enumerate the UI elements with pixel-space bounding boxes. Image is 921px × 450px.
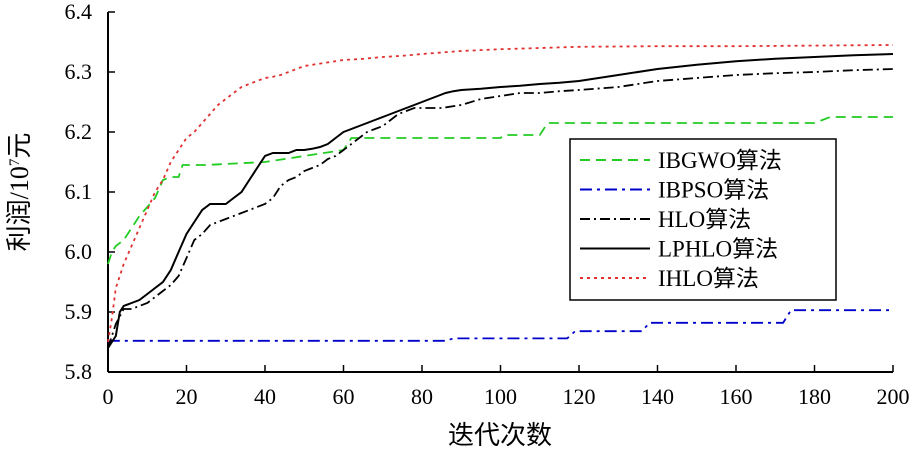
legend-label-1: IBPSO算法 (658, 178, 769, 203)
x-tick-label: 40 (254, 384, 276, 409)
y-tick-label: 5.9 (65, 299, 93, 324)
legend-label-4: IHLO算法 (658, 266, 759, 291)
x-tick-label: 120 (563, 384, 596, 409)
series-line-1 (107, 309, 893, 343)
y-tick-label: 6.0 (65, 239, 93, 264)
x-tick-label: 60 (333, 384, 355, 409)
legend-label-3: LPHLO算法 (658, 237, 778, 262)
legend-label-2: HLO算法 (658, 207, 751, 232)
y-tick-label: 5.8 (65, 359, 93, 384)
y-tick-label: 6.3 (65, 59, 93, 84)
y-axis-label-exponent: 7 (7, 158, 23, 166)
series-line-4 (107, 44, 894, 343)
y-tick-label: 6.1 (65, 179, 93, 204)
y-tick-label: 6.2 (65, 119, 93, 144)
x-tick-label: 80 (411, 384, 433, 409)
series-line-3 (107, 53, 894, 349)
legend-label-0: IBGWO算法 (658, 148, 782, 173)
x-tick-label: 140 (641, 384, 674, 409)
x-tick-label: 20 (176, 384, 198, 409)
legend-items: IBGWO算法 IBPSO算法 HLO算法 LPHLO算法 IHLO算法 (580, 148, 782, 291)
series-line-2 (107, 68, 894, 349)
x-tick-label: 200 (877, 384, 910, 409)
series-line-0 (107, 116, 893, 265)
series-lines (107, 44, 894, 349)
x-tick-label: 100 (484, 384, 517, 409)
x-tick-label: 180 (798, 384, 831, 409)
y-axis-label: 利润/107元 (5, 133, 34, 252)
x-axis-label: 迭代次数 (448, 421, 552, 450)
x-ticks: 0 20 40 60 80 100 120 140 160 180 200 (103, 365, 910, 409)
y-ticks: 5.8 5.9 6.0 6.1 6.2 6.3 6.4 (65, 0, 115, 384)
x-tick-label: 0 (103, 384, 114, 409)
legend: IBGWO算法 IBPSO算法 HLO算法 LPHLO算法 IHLO算法 (569, 138, 837, 301)
x-tick-label: 160 (720, 384, 753, 409)
y-tick-label: 6.4 (65, 0, 93, 24)
